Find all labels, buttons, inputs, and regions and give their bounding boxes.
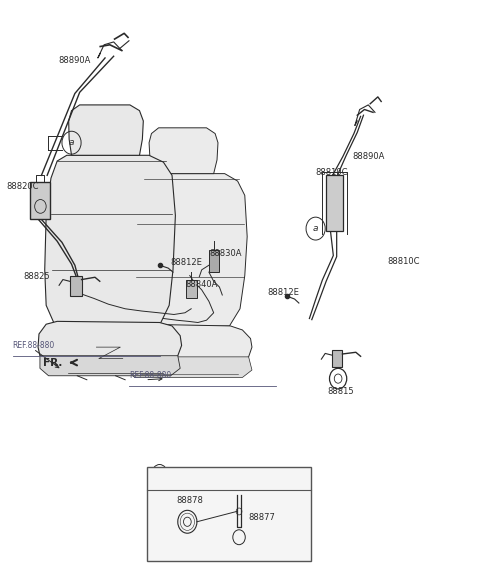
Text: REF.88-880: REF.88-880: [12, 341, 55, 350]
Bar: [209, 250, 219, 272]
Text: 88840A: 88840A: [185, 280, 217, 289]
Polygon shape: [40, 356, 180, 376]
Text: FR.: FR.: [43, 358, 62, 367]
Bar: [30, 182, 50, 219]
Polygon shape: [132, 173, 247, 326]
Text: REF.88-880: REF.88-880: [129, 371, 171, 380]
Polygon shape: [45, 156, 175, 327]
Polygon shape: [69, 105, 144, 156]
Polygon shape: [38, 321, 181, 363]
Polygon shape: [124, 324, 252, 363]
Text: 88820C: 88820C: [6, 183, 39, 191]
Text: 88812E: 88812E: [170, 258, 203, 267]
Bar: [326, 174, 343, 231]
Text: a: a: [157, 469, 162, 478]
Text: 88878: 88878: [177, 495, 204, 505]
Text: 88890A: 88890A: [352, 152, 385, 161]
Bar: [186, 280, 197, 298]
Text: 88830A: 88830A: [209, 249, 241, 258]
Text: 88815: 88815: [327, 387, 354, 395]
Bar: [70, 276, 82, 296]
Text: a: a: [69, 138, 74, 147]
Text: 88810C: 88810C: [387, 257, 420, 266]
Text: 88825: 88825: [24, 272, 50, 281]
Text: a: a: [313, 224, 318, 233]
Bar: [332, 350, 342, 367]
Text: 88810C: 88810C: [316, 168, 348, 177]
Polygon shape: [126, 357, 252, 378]
Text: 88890A: 88890A: [58, 56, 91, 65]
Text: 88812E: 88812E: [268, 288, 300, 297]
Polygon shape: [149, 128, 218, 173]
Text: 88877: 88877: [249, 513, 276, 522]
Bar: [147, 467, 311, 561]
